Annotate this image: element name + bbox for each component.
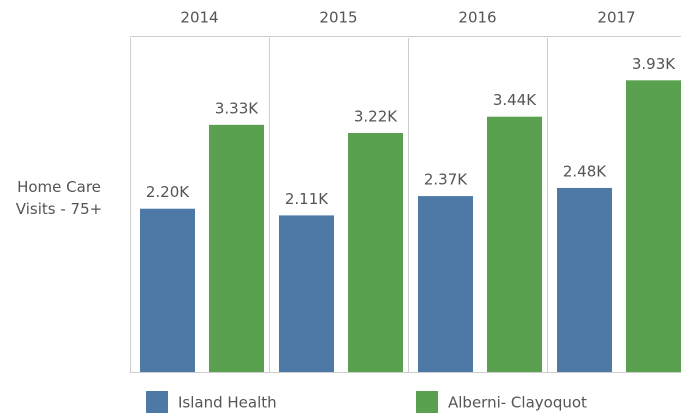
bar bbox=[557, 187, 612, 372]
bar bbox=[626, 80, 681, 372]
legend-label: Alberni- Clayoquot bbox=[448, 394, 587, 412]
data-label: 3.33K bbox=[215, 99, 259, 117]
legend-swatch bbox=[416, 391, 438, 413]
bar bbox=[140, 208, 195, 372]
data-label: 2.11K bbox=[285, 190, 329, 208]
column-header: 2015 bbox=[319, 9, 357, 27]
bar bbox=[279, 215, 334, 372]
column-header: 2016 bbox=[458, 9, 496, 27]
bar bbox=[418, 196, 473, 372]
data-label: 3.93K bbox=[632, 55, 676, 73]
data-label: 3.44K bbox=[493, 91, 537, 109]
bar bbox=[487, 116, 542, 372]
data-label: 3.22K bbox=[354, 108, 398, 126]
data-label: 2.48K bbox=[563, 162, 607, 180]
bar bbox=[209, 124, 264, 372]
row-label: Home Care Visits - 75+ bbox=[15, 178, 103, 218]
column-header: 2017 bbox=[597, 9, 635, 27]
data-label: 2.37K bbox=[424, 171, 468, 189]
data-label: 2.20K bbox=[146, 183, 190, 201]
bar bbox=[348, 133, 403, 372]
legend-swatch bbox=[146, 391, 168, 413]
column-header: 2014 bbox=[180, 9, 218, 27]
legend-label: Island Health bbox=[178, 394, 277, 412]
